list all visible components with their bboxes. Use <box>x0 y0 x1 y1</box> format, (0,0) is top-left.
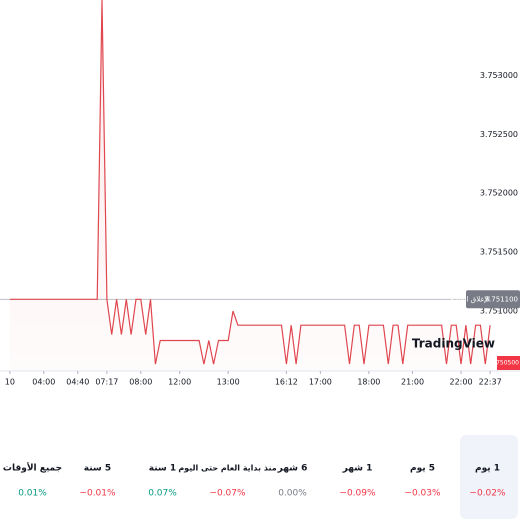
y-tick-label: 3.751000 <box>480 307 518 316</box>
x-tick-label: 13:00 <box>217 378 240 387</box>
line <box>9 0 491 365</box>
last-price-label: 3.750500 <box>490 360 519 367</box>
x-tick-label: 04:00 <box>32 378 55 387</box>
period-change: −0.09% <box>339 489 376 499</box>
period-name: 6 شهر <box>277 464 308 474</box>
selected-tab-bg <box>460 435 518 519</box>
period-change: 0.00% <box>278 489 307 499</box>
x-tick-label: 08:00 <box>129 378 152 387</box>
period-name: 1 شهر <box>342 464 373 474</box>
period-name: 1 يوم <box>475 464 500 474</box>
y-tick-label: 3.753000 <box>480 71 518 80</box>
period-tab[interactable]: منذ بداية العام حتى اليوم −0.07% <box>178 464 276 499</box>
period-tab[interactable]: 1 شهر −0.09% <box>339 464 376 499</box>
y-tick-label: 3.752000 <box>480 189 518 198</box>
period-change: −0.03% <box>404 489 441 499</box>
period-tab[interactable]: 1 يوم −0.02% <box>460 435 518 519</box>
period-name: 5 يوم <box>410 464 435 474</box>
y-tick-label: 3.752500 <box>480 130 518 139</box>
x-tick-label: 12:00 <box>168 378 191 387</box>
period-tab[interactable]: جميع الأوقات 0.01% <box>3 462 62 499</box>
area <box>9 0 491 370</box>
period-change: 0.07% <box>148 489 177 499</box>
x-tick-label: 18:00 <box>357 378 380 387</box>
x-tick-label: 21:00 <box>401 378 424 387</box>
period-tab[interactable]: 5 سنة −0.01% <box>79 464 116 499</box>
period-change: −0.02% <box>469 489 506 499</box>
watermark: TradingView <box>412 337 495 351</box>
period-change: −0.01% <box>79 489 116 499</box>
last-price-badge <box>497 356 520 370</box>
x-tick-label: 16:12 <box>275 378 298 387</box>
period-tab[interactable]: 6 شهر 0.00% <box>277 464 308 499</box>
previous-close-label: 3.751100 <box>485 295 518 303</box>
x-tick-label: 22:37 <box>479 378 502 387</box>
y-tick-label: 3.751500 <box>480 248 518 257</box>
period-name: 5 سنة <box>84 464 111 474</box>
period-name: 1 سنة <box>149 464 176 474</box>
period-tab[interactable]: 1 سنة 0.07% <box>148 464 177 499</box>
previous-close-name: الإغلاق السابق <box>448 295 490 303</box>
period-name: جميع الأوقات <box>3 462 62 474</box>
period-change: 0.01% <box>18 489 47 499</box>
x-tick-label: 22:00 <box>450 378 473 387</box>
x-tick-label: 10 <box>5 378 15 387</box>
x-tick-label: 07:17 <box>95 378 118 387</box>
x-tick-label: 04:40 <box>66 378 89 387</box>
x-tick-label: 17:00 <box>309 378 332 387</box>
period-name: منذ بداية العام حتى اليوم <box>178 464 276 473</box>
period-change: −0.07% <box>209 489 246 499</box>
period-tab[interactable]: 5 يوم −0.03% <box>404 464 441 499</box>
previous-close-badge <box>466 290 520 309</box>
